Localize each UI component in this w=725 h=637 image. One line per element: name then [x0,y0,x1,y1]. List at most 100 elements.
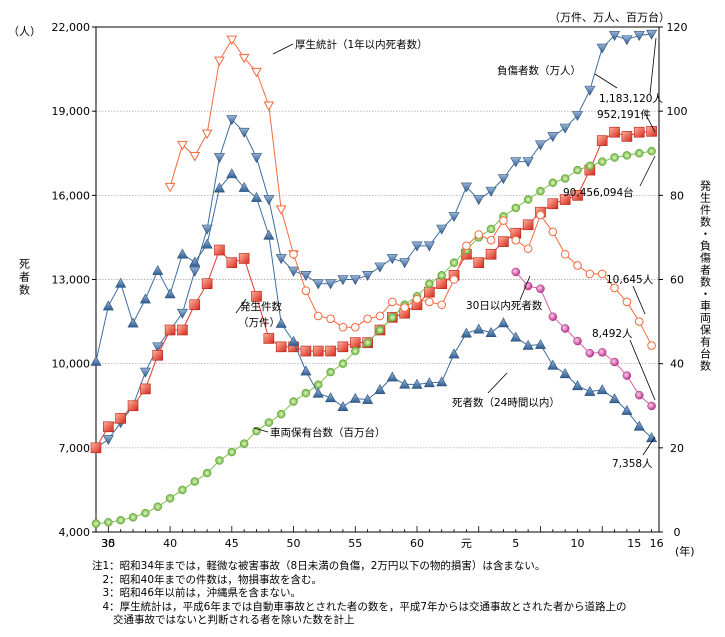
right-axis-unit: （万件、万人、百万台） [549,10,670,24]
data-point [485,186,497,197]
data-point [386,371,398,382]
data-point [597,157,607,166]
data-point [152,349,164,361]
data-point [497,174,509,185]
data-point [510,331,522,342]
data-point [226,115,238,126]
data-point [238,181,250,192]
data-point [349,392,361,403]
data-point [610,283,619,293]
data-point [560,249,570,259]
data-point [559,123,571,134]
data-point [647,341,656,350]
data-point [226,257,238,268]
data-point [213,182,225,193]
data-point [139,293,151,304]
data-point [362,393,374,404]
data-point [460,327,472,338]
series-1 [90,29,658,454]
data-point [647,401,656,411]
data-point [363,314,372,324]
x-tick-label: 45 [225,537,239,550]
data-point [275,205,287,215]
series-2 [90,126,657,454]
data-point [473,257,485,268]
data-point [141,508,150,518]
data-point [301,388,311,398]
data-point [289,397,298,406]
data-point [252,426,261,436]
data-point [485,248,497,260]
data-point [610,153,619,162]
data-point [102,300,114,311]
leader-lines [235,37,657,456]
data-point [201,224,213,235]
left-tick-label: 10,000 [52,358,91,371]
leader-vehicles [253,427,269,433]
annotation-injured-value: 1,183,120人 [599,93,663,105]
annotation-kousei: 厚生統計（1年以内死者数） [295,38,428,51]
data-point [275,254,287,265]
data-point [437,300,447,310]
data-point [548,178,558,187]
data-point [497,317,509,328]
data-point [411,378,423,389]
data-point [460,182,472,193]
data-point [622,297,632,307]
data-point [288,266,300,277]
data-point [189,256,201,267]
data-point [326,314,335,324]
data-point [263,333,275,344]
series-line [95,173,652,439]
data-point [473,195,485,206]
data-point [596,43,608,54]
data-point [90,442,102,454]
annotation-accidents: 発生件数 [240,300,282,313]
data-point [275,341,287,353]
data-point [102,435,114,446]
left-tick-label: 16,000 [52,189,91,202]
x-tick-label: 40 [163,537,177,550]
leader-accidents-value [644,112,656,133]
data-point [362,270,374,281]
right-tick-label: 0 [674,526,681,539]
data-point [115,277,127,288]
annotation-injured: 負傷者数（万人） [497,64,581,77]
data-point [523,195,533,204]
data-point [511,235,521,245]
series-line [95,150,652,525]
data-point [189,152,201,162]
data-point [103,421,114,433]
data-point [423,241,435,252]
data-point [584,85,596,96]
leader-injured [594,73,618,89]
left-tick-label: 19,000 [52,105,91,118]
left-tick-label: 4,000 [59,526,91,539]
data-point [300,345,312,357]
data-point [486,224,496,234]
data-point [388,297,397,307]
data-point [190,477,200,486]
data-point [312,279,324,290]
data-point [201,129,213,140]
data-point [499,216,508,225]
series-4 [90,168,658,443]
data-point [573,261,582,270]
footnote-4: 4：厚生統計は，平成6年までは自動車事故とされた者の数を，平成7年からは交通事故… [92,600,627,613]
data-point [250,192,263,202]
data-point [239,439,249,448]
series-line [293,213,653,346]
data-point [374,262,386,273]
series-line [169,38,295,255]
axes: 4,000 7,000 10,000 13,000 16,000 19,000 22,000… [52,21,688,550]
data-point [610,357,619,367]
data-point [449,258,459,267]
left-tick-label: 22,000 [52,21,91,34]
leader-30day-value [629,339,656,401]
data-point [251,291,262,302]
data-point [289,249,298,259]
data-point [325,392,337,403]
data-point [534,338,546,349]
data-point [325,279,337,290]
data-point [609,126,620,138]
